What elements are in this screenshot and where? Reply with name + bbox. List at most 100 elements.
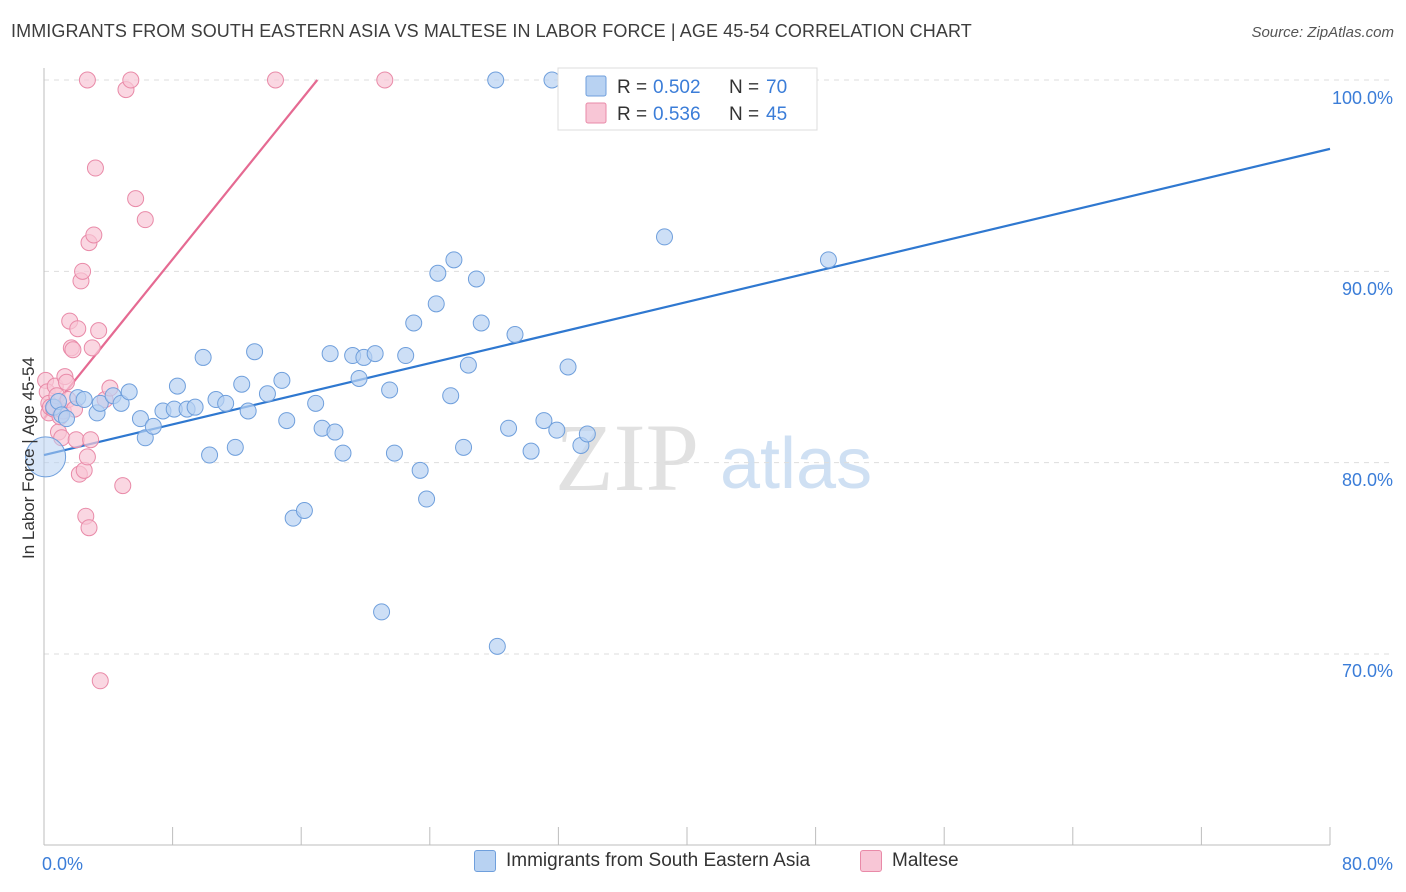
bottom-legend-label-sea: Immigrants from South Eastern Asia: [506, 850, 811, 871]
maltese-point: [78, 71, 96, 89]
sea-point: [455, 438, 473, 456]
sea-point: [120, 383, 138, 401]
sea-point: [655, 228, 673, 246]
y-tick-label-90: 90.0%: [1342, 279, 1393, 299]
sea-point: [233, 375, 251, 393]
sea-point: [381, 381, 399, 399]
bottom-legend-item-sea: Immigrants from South Eastern Asia: [474, 850, 810, 872]
maltese-point: [122, 71, 140, 89]
sea-point: [273, 371, 291, 389]
sea-point: [201, 446, 219, 464]
sea-point: [427, 295, 445, 313]
sea-point: [488, 637, 506, 655]
maltese-point: [74, 262, 92, 280]
x-tick-label-min: 0.0%: [42, 854, 83, 874]
sea-point: [373, 603, 391, 621]
maltese-point: [80, 519, 98, 537]
legend-r-label-pink: R =: [617, 104, 647, 125]
maltese-points: [37, 71, 394, 690]
bottom-legend-item-maltese: Maltese: [860, 850, 959, 872]
sea-point: [239, 402, 257, 420]
chart-title: IMMIGRANTS FROM SOUTH EASTERN ASIA VS MA…: [11, 21, 972, 41]
sea-point: [467, 270, 485, 288]
trendline-layer: [43, 79, 1331, 457]
watermark-zip: ZIP: [555, 404, 699, 511]
sea-point: [429, 264, 447, 282]
sea-point: [295, 502, 313, 519]
sea-point: [25, 436, 67, 478]
sea-point: [548, 421, 566, 439]
bottom-legend-label-maltese: Maltese: [892, 850, 959, 871]
y-axis-label: In Labor Force | Age 45-54: [19, 357, 38, 559]
sea-point: [442, 387, 460, 405]
maltese-point: [136, 211, 154, 229]
sea-point: [278, 412, 296, 430]
legend-r-label-blue: R =: [617, 77, 647, 98]
sea-point: [578, 425, 596, 443]
legend-r-value-blue: 0.502: [653, 77, 701, 98]
sea-point: [186, 398, 204, 416]
sea-point: [459, 356, 477, 374]
trendline-sea: [43, 147, 1331, 457]
sea-point: [506, 325, 524, 343]
maltese-point: [58, 373, 76, 391]
legend-n-value-blue: 70: [766, 77, 787, 98]
maltese-point: [67, 431, 85, 449]
maltese-point: [82, 431, 100, 449]
sea-point: [226, 438, 244, 456]
sea-point: [194, 348, 212, 366]
sea-point: [246, 343, 264, 361]
sea-point: [350, 369, 368, 387]
legend-n-label-blue: N =: [729, 77, 759, 98]
maltese-point: [376, 71, 394, 89]
sea-point: [819, 251, 837, 269]
sea-point: [500, 419, 518, 437]
maltese-point: [83, 339, 101, 357]
maltese-point: [266, 71, 284, 89]
sea-point: [366, 345, 384, 363]
stats-legend: R = 0.502 N = 70 R = 0.536 N = 45: [557, 67, 818, 131]
legend-swatch-maltese: [860, 850, 882, 872]
legend-swatch-sea: [474, 850, 496, 872]
sea-point: [559, 358, 577, 376]
trendline-maltese: [43, 79, 319, 420]
x-tick-label-max: 80.0%: [1342, 854, 1393, 874]
y-tick-label-80: 80.0%: [1342, 470, 1393, 490]
sea-point: [445, 251, 463, 269]
chart-source: Source: ZipAtlas.com: [1251, 24, 1394, 41]
sea-point: [307, 394, 325, 412]
legend-n-label-pink: N =: [729, 104, 759, 125]
sea-point: [112, 394, 130, 412]
maltese-point: [114, 477, 132, 495]
sea-point: [411, 461, 429, 479]
maltese-point: [86, 159, 104, 177]
sea-point: [535, 412, 553, 430]
maltese-point: [127, 190, 145, 208]
legend-swatch-pink: [585, 102, 607, 124]
grid-layer: [44, 79, 1392, 655]
sea-point: [487, 71, 505, 89]
sea-point: [58, 410, 76, 428]
legend-swatch-blue: [585, 75, 607, 97]
sea-point: [405, 314, 423, 332]
watermark-atlas: atlas: [720, 424, 872, 504]
maltese-point: [91, 672, 109, 690]
sea-point: [522, 442, 540, 460]
sea-point: [321, 345, 339, 363]
sea-point: [334, 444, 352, 462]
bottom-legend: Immigrants from South Eastern Asia Malte…: [0, 850, 1406, 878]
maltese-point: [78, 448, 96, 466]
sea-point: [168, 377, 186, 395]
sea-immigrant-points: [25, 71, 837, 655]
sea-point: [131, 410, 149, 428]
y-tick-label-100: 100.0%: [1332, 88, 1393, 108]
maltese-point: [64, 341, 82, 359]
sea-point: [397, 347, 415, 365]
sea-point: [136, 429, 154, 447]
sea-point: [472, 314, 490, 332]
sea-point: [326, 423, 344, 441]
sea-point: [385, 444, 403, 462]
sea-point: [144, 417, 162, 435]
sea-point: [258, 385, 276, 403]
